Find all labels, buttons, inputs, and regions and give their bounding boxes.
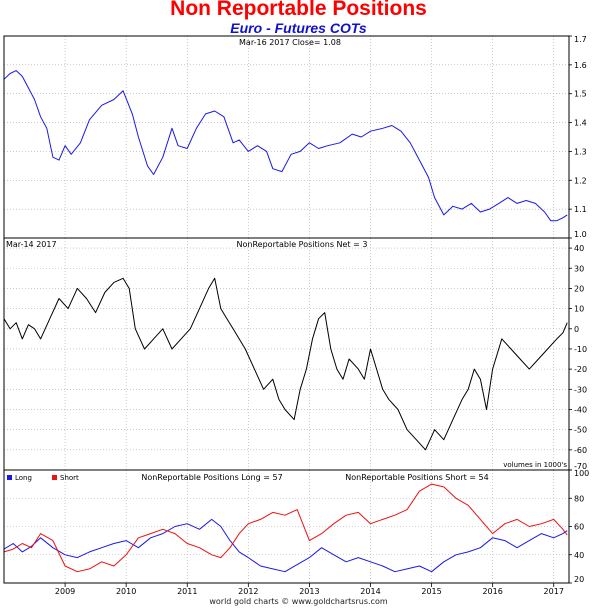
y-tick-label: -30 (574, 385, 587, 394)
y-tick-label: 1.7 (574, 35, 587, 44)
y-tick-label: 1.0 (574, 230, 587, 239)
chart-title: Non Reportable Positions (170, 0, 427, 20)
y-tick-label: 0 (574, 325, 579, 334)
y-tick-label: 1.5 (574, 90, 587, 99)
text-layer: 1.01.11.21.31.41.51.61.7403020100-10-20-… (6, 35, 589, 596)
legend-label-long: Long (15, 474, 32, 482)
grid-layer (4, 36, 569, 583)
y-tick-label: 20 (574, 575, 584, 584)
legend-swatch-short (52, 475, 57, 480)
price-panel-label: Mar-16 2017 Close= 1.08 (239, 38, 341, 47)
panel-frame (3, 35, 570, 239)
frame-layer (3, 35, 572, 587)
y-tick-label: -20 (574, 365, 587, 374)
footer-credit: world gold charts © www.goldchartsrus.co… (209, 597, 388, 606)
panel-frame (3, 469, 570, 584)
x-tick-label: 2017 (544, 587, 564, 596)
x-tick-label: 2011 (177, 587, 197, 596)
series-line-short (3, 483, 568, 573)
y-tick-label: 40 (574, 551, 584, 560)
net-panel-label: NonReportable Positions Net = 3 (237, 240, 368, 249)
y-tick-label: 1.2 (574, 176, 587, 185)
y-tick-label: 1.3 (574, 147, 587, 156)
y-tick-label: -60 (574, 446, 587, 455)
y-tick-label: -10 (574, 345, 587, 354)
y-tick-label: 1.1 (574, 205, 587, 214)
long-label: NonReportable Positions Long = 57 (141, 473, 282, 482)
x-tick-label: 2009 (55, 587, 75, 596)
legend-label-short: Short (60, 474, 79, 482)
series-line-long (3, 518, 568, 573)
x-tick-label: 2010 (116, 587, 136, 596)
x-tick-label: 2015 (421, 587, 441, 596)
series-line-price (3, 70, 568, 222)
short-label: NonReportable Positions Short = 54 (345, 473, 488, 482)
y-tick-label: 20 (574, 284, 584, 293)
chart-subtitle: Euro - Futures COTs (230, 20, 367, 36)
net-panel-date: Mar-14 2017 (6, 240, 57, 249)
y-tick-label: 1.6 (574, 61, 587, 70)
y-tick-label: -50 (574, 426, 587, 435)
panel-frame (3, 237, 570, 471)
legend-swatch-long (7, 475, 12, 480)
y-tick-label: -40 (574, 405, 587, 414)
y-tick-label: -70 (574, 462, 587, 471)
x-tick-label: 2014 (360, 587, 380, 596)
x-tick-label: 2012 (238, 587, 258, 596)
x-tick-label: 2016 (482, 587, 502, 596)
y-tick-label: 80 (574, 494, 584, 503)
series-layer (3, 70, 568, 573)
series-line-net (3, 277, 568, 451)
x-tick-label: 2013 (299, 587, 319, 596)
y-tick-label: 30 (574, 264, 584, 273)
y-tick-label: 1.4 (574, 119, 587, 128)
unit-label: volumes in 1000's (503, 461, 567, 469)
y-tick-label: 100 (574, 469, 589, 478)
y-tick-label: 40 (574, 244, 584, 253)
y-tick-label: 60 (574, 523, 584, 532)
y-tick-label: 10 (574, 305, 584, 314)
